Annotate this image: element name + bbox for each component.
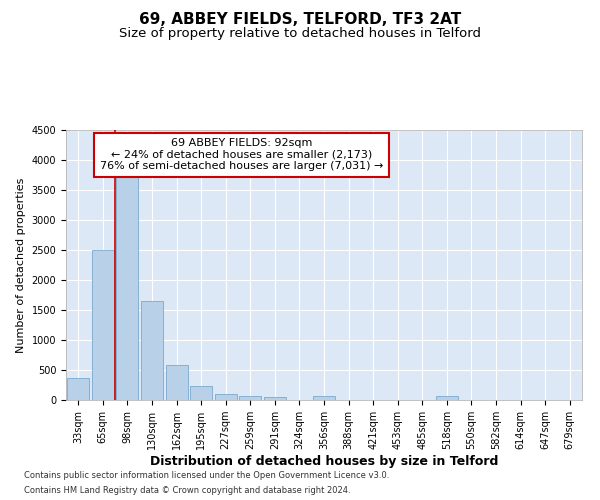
Text: Size of property relative to detached houses in Telford: Size of property relative to detached ho… xyxy=(119,28,481,40)
Text: Contains HM Land Registry data © Crown copyright and database right 2024.: Contains HM Land Registry data © Crown c… xyxy=(24,486,350,495)
Bar xyxy=(239,396,262,400)
Bar xyxy=(215,394,237,400)
Bar xyxy=(92,250,114,400)
Bar xyxy=(166,364,188,400)
X-axis label: Distribution of detached houses by size in Telford: Distribution of detached houses by size … xyxy=(150,455,498,468)
Y-axis label: Number of detached properties: Number of detached properties xyxy=(16,178,26,352)
Bar xyxy=(190,386,212,400)
Bar xyxy=(141,301,163,400)
Text: 69 ABBEY FIELDS: 92sqm
← 24% of detached houses are smaller (2,173)
76% of semi-: 69 ABBEY FIELDS: 92sqm ← 24% of detached… xyxy=(100,138,383,172)
Text: Contains public sector information licensed under the Open Government Licence v3: Contains public sector information licen… xyxy=(24,471,389,480)
Text: 69, ABBEY FIELDS, TELFORD, TF3 2AT: 69, ABBEY FIELDS, TELFORD, TF3 2AT xyxy=(139,12,461,28)
Bar xyxy=(67,378,89,400)
Bar xyxy=(116,175,139,400)
Bar xyxy=(313,396,335,400)
Bar xyxy=(436,396,458,400)
Bar xyxy=(264,398,286,400)
